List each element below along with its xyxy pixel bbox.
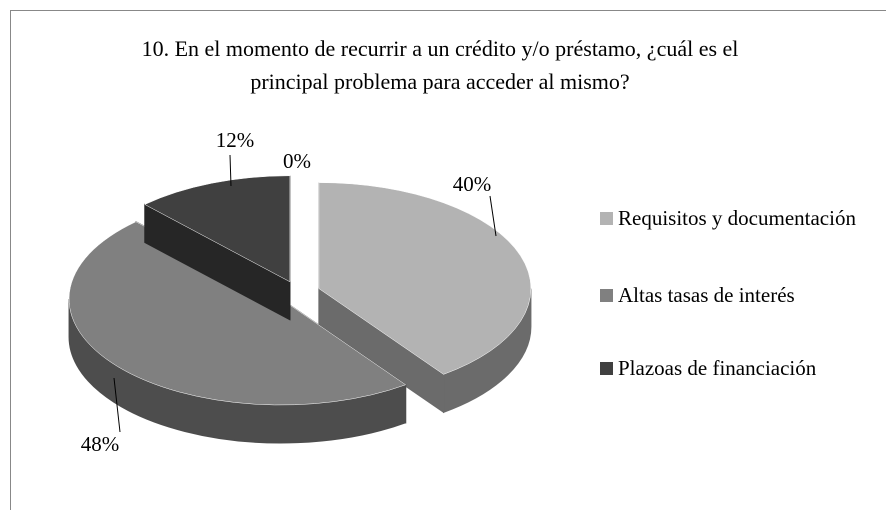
title-box: 10. En el momento de recurrir a un crédi…: [141, 36, 739, 94]
slice: 48%: [68, 220, 407, 456]
data-label: 40%: [453, 172, 492, 196]
legend-swatch: [600, 362, 613, 375]
slice-top: [318, 182, 532, 375]
legend-swatch: [600, 212, 613, 225]
legend-item: Altas tasas de interés: [600, 282, 860, 308]
data-label: 0%: [283, 149, 311, 173]
legend-label: Plazoas de financiación: [618, 356, 817, 380]
legend-label: Requisitos y documentación: [618, 206, 856, 230]
leader-line: [113, 377, 121, 433]
chart-title: 10. En el momento de recurrir a un crédi…: [141, 36, 739, 94]
legend-item: Requisitos y documentación: [600, 205, 860, 231]
data-label: 48%: [81, 432, 120, 456]
legend-swatch: [600, 289, 613, 302]
slice: 0%: [283, 149, 311, 173]
legend-label: Altas tasas de interés: [618, 283, 795, 307]
slice-top: [68, 221, 407, 406]
leader-line: [229, 154, 232, 187]
pie: 40% 48% 12% 0%: [68, 128, 532, 456]
data-label: 12%: [216, 128, 255, 152]
legend-item: Plazoas de financiación: [600, 355, 860, 381]
slice: 12%: [144, 128, 291, 321]
slice-top: [144, 175, 291, 283]
leader-line: [489, 195, 497, 237]
slice: 40%: [318, 172, 532, 414]
